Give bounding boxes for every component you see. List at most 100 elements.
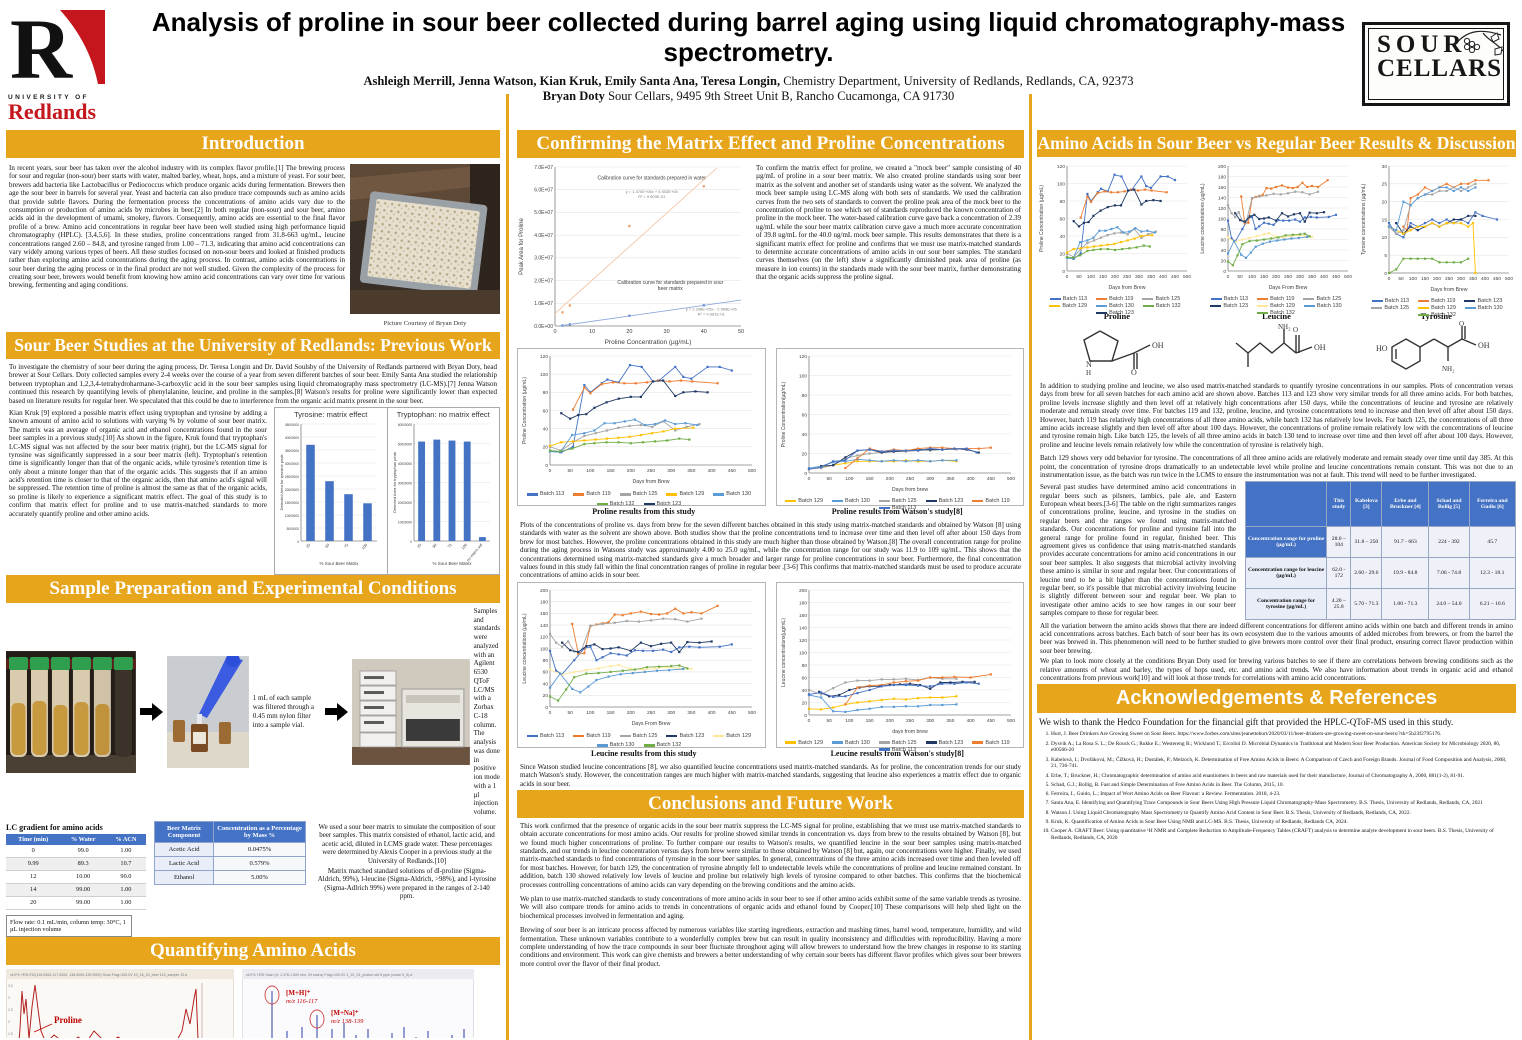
- svg-text:R: R: [10, 6, 73, 88]
- svg-text:25: 25: [1382, 182, 1388, 188]
- svg-text:m/z 116-117: m/z 116-117: [286, 998, 318, 1005]
- legend-swatch: [1257, 311, 1269, 315]
- svg-text:250: 250: [1284, 274, 1292, 280]
- svg-text:Leucine concentrations (µg/mL): Leucine concentrations (µg/mL): [1200, 183, 1206, 253]
- svg-text:80: 80: [801, 663, 807, 669]
- tyrosine-matrix-panel: Tyrosine: matrix effect 0 5000000 10000000…: [275, 408, 387, 574]
- table-row: Ethanol 5.00%: [153, 869, 306, 885]
- legend-swatch: [1210, 304, 1222, 308]
- legend-swatch: [1096, 297, 1108, 301]
- svg-text:180: 180: [1218, 174, 1226, 180]
- svg-text:NH₂: NH₂: [1442, 365, 1455, 373]
- legend-item: Batch 130: [713, 491, 751, 497]
- legend-swatch: [573, 493, 585, 496]
- svg-text:160: 160: [798, 613, 806, 619]
- quantify-figures-row: x10^5 +ESI EIC(116.0000-117.0000, 138.00…: [6, 968, 500, 1038]
- table-cell: Ethanol: [153, 869, 215, 885]
- svg-text:150: 150: [1260, 274, 1268, 280]
- legend-item: Batch 123: [1210, 303, 1248, 309]
- introduction-text: In recent years, sour beer has taken ove…: [9, 164, 345, 290]
- legend-item: Batch 125: [878, 498, 917, 504]
- sample-tubes-photo-image: [6, 651, 136, 773]
- legend-item: Batch 125: [1371, 305, 1409, 311]
- svg-text:100: 100: [1057, 181, 1065, 187]
- svg-text:2: 2: [8, 1020, 10, 1024]
- tyrosine-label: Tyrosine: [1420, 311, 1452, 321]
- svg-text:7.0E+07: 7.0E+07: [534, 165, 553, 171]
- svg-text:450: 450: [986, 718, 994, 724]
- column-header: [1244, 481, 1328, 527]
- legend-item: Batch 113: [878, 747, 916, 753]
- svg-text:100: 100: [540, 646, 548, 652]
- svg-text:50: 50: [826, 476, 832, 482]
- legend-swatch: [1096, 311, 1108, 315]
- svg-text:450: 450: [728, 468, 736, 474]
- svg-text:10000000: 10000000: [285, 514, 299, 518]
- section-header-previous-work: Sour Beer Studies at the University of R…: [6, 332, 500, 359]
- molecule-row: Proline N H OH O Leucine: [1037, 311, 1516, 380]
- leucine-captions: Leucine results from this study Leucine …: [517, 748, 1024, 761]
- results-paragraph-5: We plan to look more closely at the cond…: [1040, 657, 1513, 682]
- svg-text:40: 40: [701, 329, 707, 335]
- svg-text:60: 60: [543, 669, 549, 675]
- svg-text:500: 500: [1183, 274, 1191, 280]
- legend-item: Batch 123: [925, 498, 963, 504]
- table-row: Acetic Acid 0.0475%: [153, 841, 306, 857]
- svg-text:100: 100: [1087, 274, 1095, 280]
- svg-text:450: 450: [1171, 274, 1179, 280]
- legend-swatch: [1210, 297, 1222, 301]
- chart-legend: Batch 129 Batch 130 Batch 125 Batch 123 Batc…: [779, 740, 1017, 753]
- svg-text:140: 140: [540, 623, 548, 629]
- svg-text:100: 100: [586, 710, 594, 716]
- legend-item: Batch 129: [1049, 303, 1087, 309]
- svg-text:60: 60: [801, 675, 807, 681]
- legend-swatch: [1464, 306, 1476, 310]
- table-cell: 1.00: [105, 883, 146, 897]
- svg-text:400: 400: [1320, 274, 1328, 280]
- table-cell: 6.21 – 10.6: [1468, 587, 1516, 620]
- legend-swatch: [1257, 297, 1269, 301]
- references-list: Hurt, J. Beer Drinkers Are Growing Sweet…: [1051, 731, 1514, 841]
- table-cell: 99.0: [60, 844, 106, 858]
- university-of-redlands-logo: R UNIVERSITY OF Redlands: [8, 1, 120, 124]
- leucine-charts-row: 0 20 40 60 80 100 120 140 160 180 200 0 50 100 150 200 2…: [517, 581, 1024, 753]
- matrix-effect-paragraph: To confirm the matrix effect for proline…: [756, 164, 1021, 282]
- table-row: Concentration range for tyrosine (µg/mL)…: [1244, 587, 1516, 620]
- svg-text:150: 150: [865, 718, 873, 724]
- chart-proline-this-study: 0 20 40 60 80 100 120 0 50 100 150 200 250 300 350 400 4…: [520, 351, 758, 507]
- legend-item: Batch 123: [666, 733, 704, 739]
- svg-text:140: 140: [1218, 195, 1226, 201]
- legend-item: Batch 132: [1142, 303, 1181, 309]
- svg-text:0: 0: [553, 329, 556, 335]
- svg-text:0: 0: [807, 476, 810, 482]
- acknowledgement-text: We wish to thank the Hedco Foundation fo…: [1039, 717, 1454, 728]
- authors-line-1: Ashleigh Merrill, Jenna Watson, Kian Kru…: [150, 74, 1347, 89]
- table-cell: 0: [6, 844, 61, 858]
- mass-spectrum-block: x10^5 +ESI Scan (rt: 1.376-1.609 min, 29…: [241, 968, 475, 1038]
- chart-proline-small: 0 20 40 60 80 100 120 0 50 100 150 200 250 300 350 400 4…: [1037, 161, 1193, 316]
- legend-swatch: [878, 748, 890, 751]
- legend-swatch: [526, 493, 538, 496]
- svg-text:60: 60: [801, 412, 807, 418]
- svg-text:OH: OH: [1478, 341, 1490, 350]
- svg-text:100: 100: [845, 718, 853, 724]
- svg-text:0: 0: [410, 540, 412, 544]
- results-paragraph-2: Batch 129 shows very odd behavior for ty…: [1040, 454, 1513, 479]
- legend-item: Batch 113: [878, 505, 916, 511]
- svg-text:3: 3: [8, 996, 10, 1000]
- legend-item: Batch 125: [878, 740, 917, 746]
- table-cell: 10.00: [60, 870, 106, 884]
- svg-text:40: 40: [1221, 248, 1227, 254]
- legend-item: Batch 123: [925, 740, 963, 746]
- matrix-effect-figure: Tyrosine: matrix effect 0 5000000 10000000…: [274, 406, 500, 575]
- svg-text:350: 350: [946, 476, 954, 482]
- legend-item: Batch 132: [1257, 310, 1295, 316]
- comparison-row: Several past studies have determined ami…: [1037, 481, 1516, 620]
- filter-step-text: 1 mL of each sample was filtered through…: [252, 694, 314, 729]
- legend-item: Batch 123: [1464, 298, 1502, 304]
- legend-item: Batch 113: [526, 733, 564, 739]
- legend-swatch: [643, 744, 655, 747]
- table-cell: 62.0 - 172: [1326, 556, 1352, 589]
- svg-text:days from brew: days from brew: [892, 729, 928, 735]
- svg-text:80: 80: [801, 393, 807, 399]
